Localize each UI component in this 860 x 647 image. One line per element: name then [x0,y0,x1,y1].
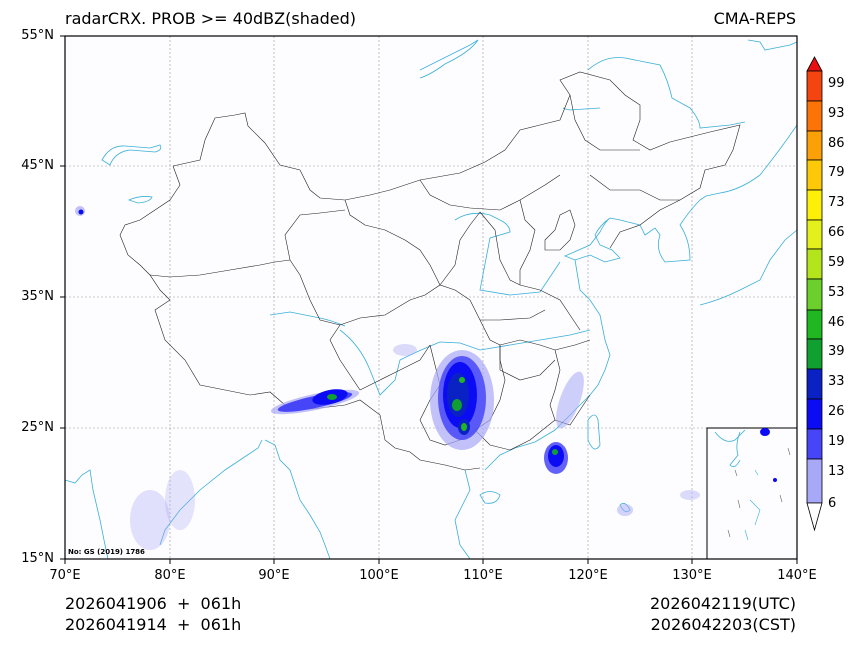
colorbar-label-33: 33 [828,374,845,389]
colorbar-label-26: 26 [828,404,845,419]
ytick-35n: 35°N [21,289,54,304]
ytick-45n: 45°N [21,158,54,173]
coastlines-and-rivers [64,39,798,560]
ytick-25n: 25°N [21,420,54,435]
ytick-55n: 55°N [21,28,54,43]
colorbar-label-93: 93 [828,106,845,121]
colorbar-label-13: 13 [828,464,845,479]
colorbar-label-73: 73 [828,195,845,210]
xtick-80e: 80°E [154,568,186,583]
probability-shading [75,206,700,550]
xtick-70e: 70°E [49,568,81,583]
map-approval-number: No: GS (2019) 1786 [68,548,145,556]
colorbar-label-59: 59 [828,255,845,270]
colorbar-label-99: 99 [828,76,845,91]
administrative-boundaries [119,71,741,471]
xtick-130e: 130°E [672,568,712,583]
colorbar-label-79: 79 [828,165,845,180]
south-china-sea-inset [706,427,798,560]
axis-ticks [60,35,798,564]
colorbar [806,56,823,532]
colorbar-label-86: 86 [828,136,845,151]
valid-time-cst: 2026042203(CST) [650,615,796,634]
xtick-100e: 100°E [359,568,399,583]
xtick-90e: 90°E [258,568,290,583]
chart-title: radarCRX. PROB >= 40dBZ(shaded) [65,9,357,28]
map-background [65,36,797,559]
model-name: CMA-REPS [713,9,796,28]
init-time-cst: 2026041914 + 061h [65,615,242,634]
xtick-140e: 140°E [777,568,817,583]
colorbar-label-53: 53 [828,285,845,300]
xtick-120e: 120°E [568,568,608,583]
colorbar-label-46: 46 [828,315,845,330]
colorbar-label-66: 66 [828,225,845,240]
valid-time-utc: 2026042119(UTC) [650,594,796,613]
colorbar-label-19: 19 [828,434,845,449]
xtick-110e: 110°E [463,568,503,583]
init-time-utc: 2026041906 + 061h [65,594,242,613]
colorbar-label-6: 6 [828,496,837,511]
ytick-15n: 15°N [21,551,54,566]
colorbar-label-39: 39 [828,344,845,359]
